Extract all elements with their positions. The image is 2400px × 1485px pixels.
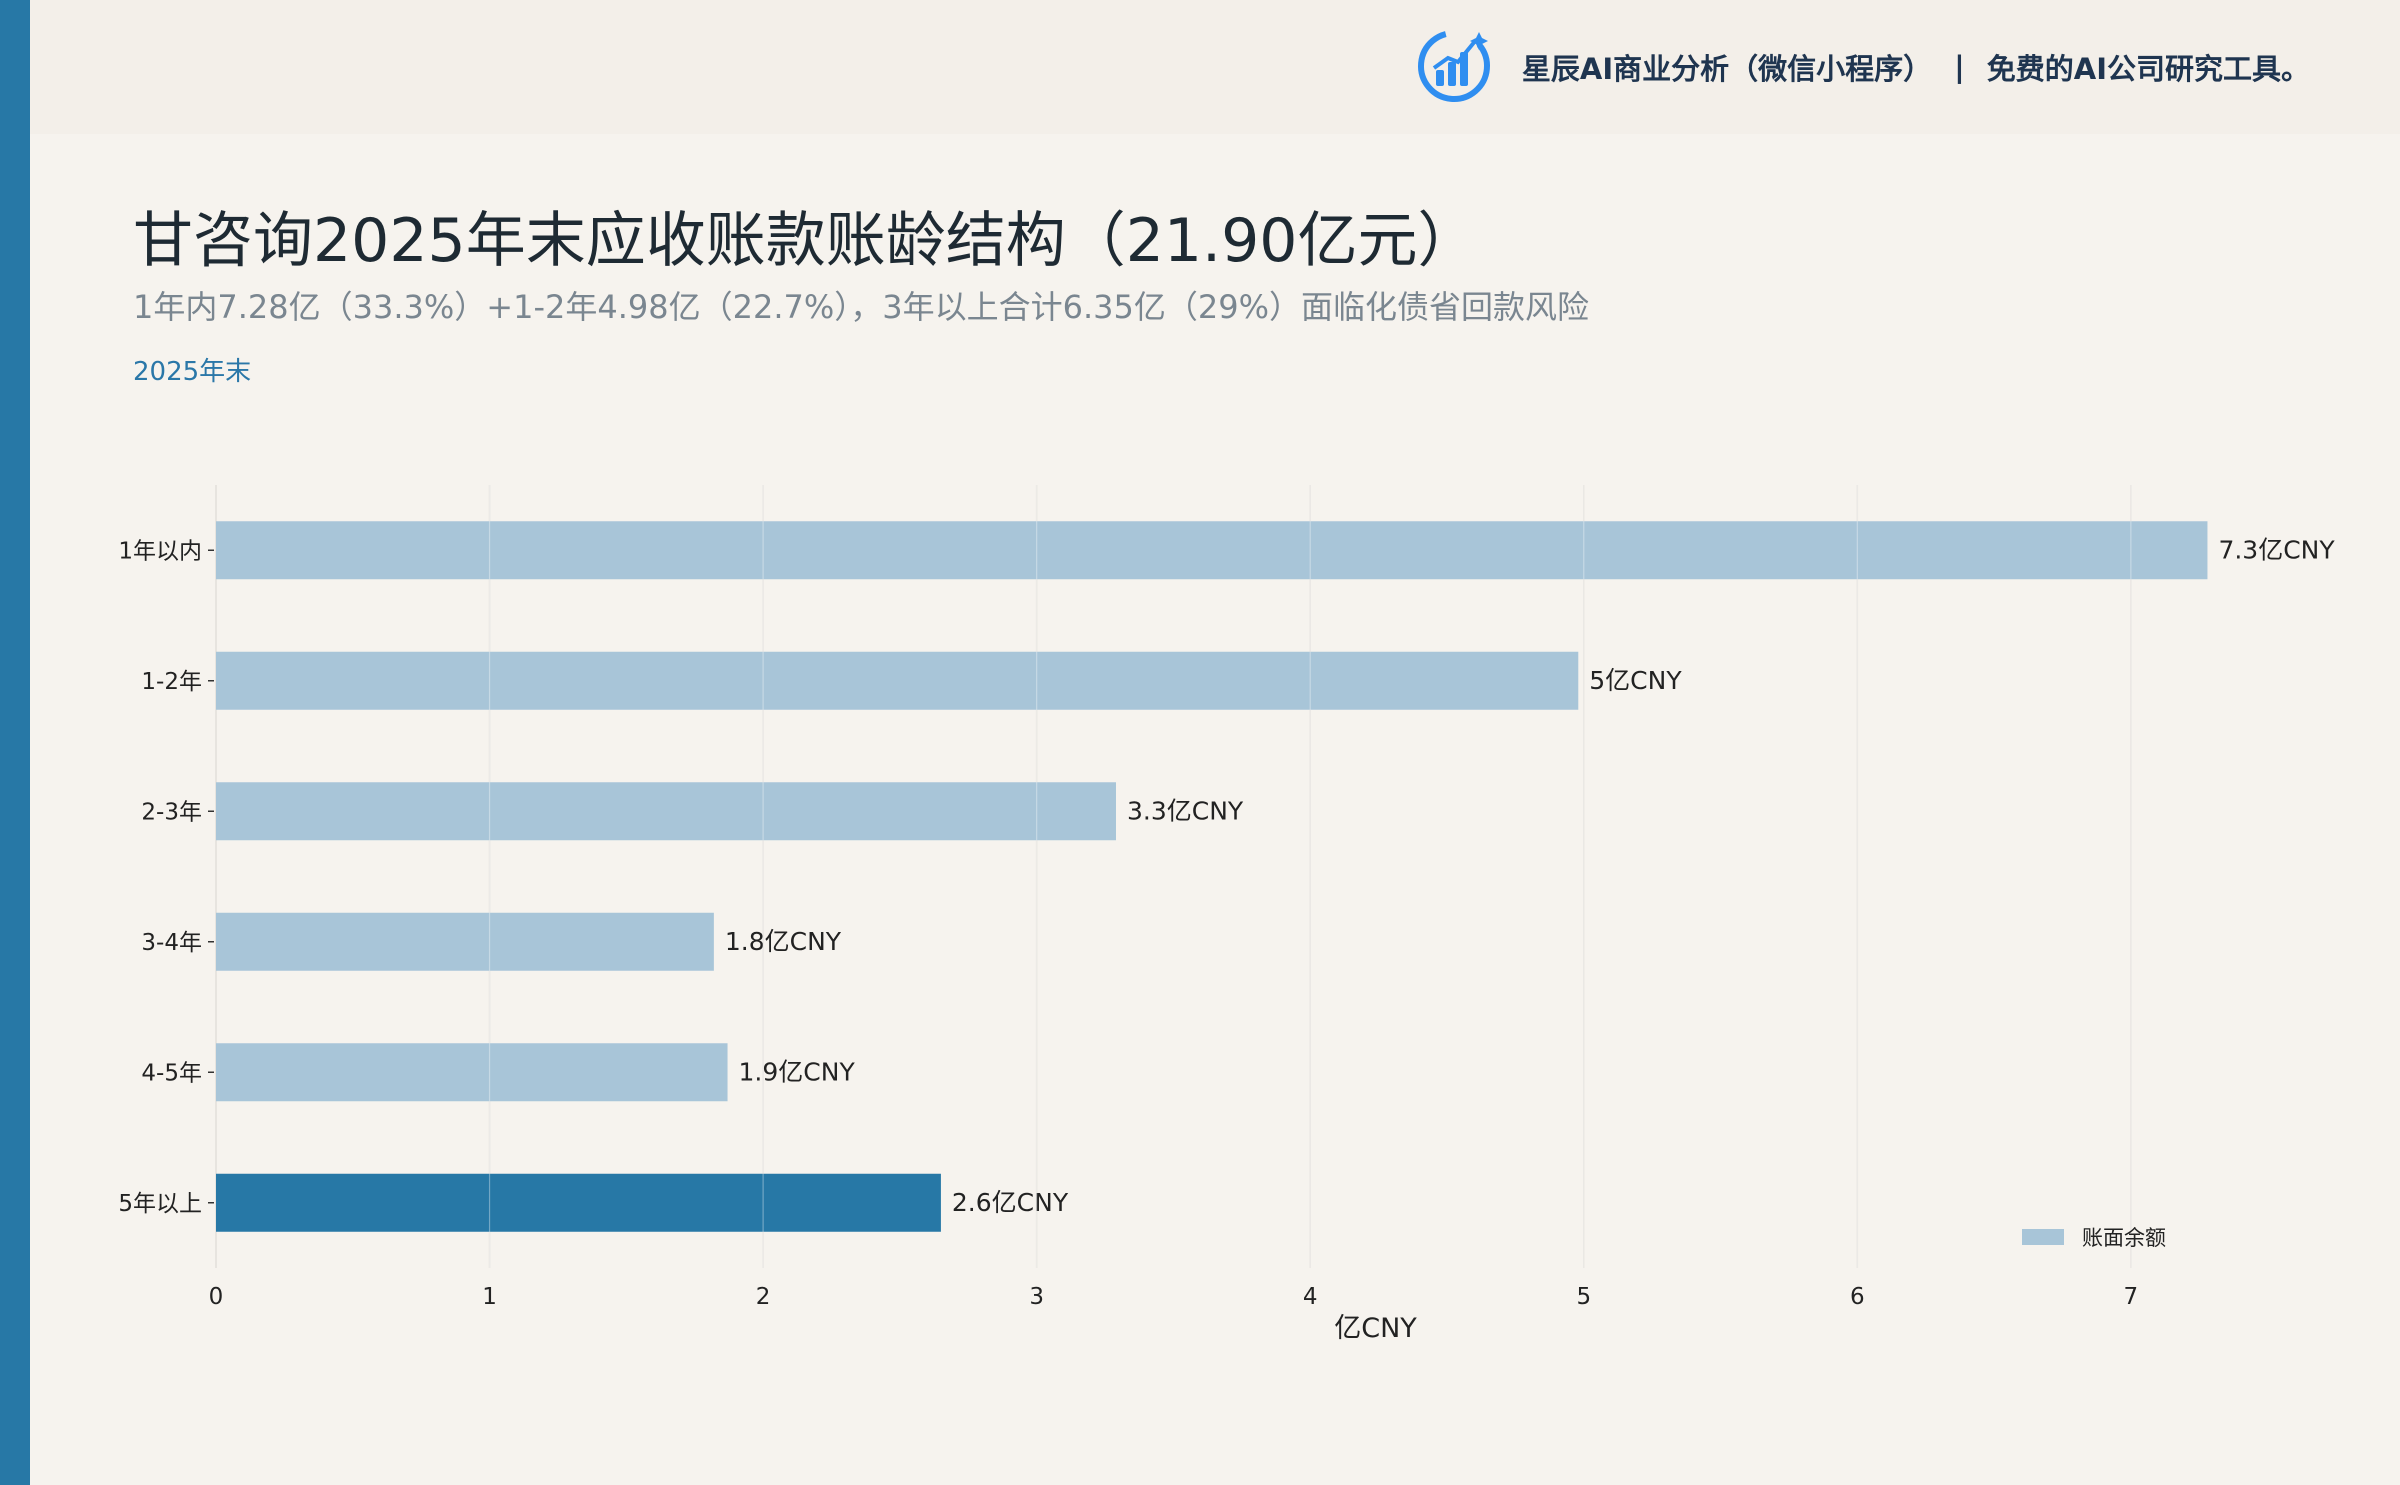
- data-label: 7.3亿CNY: [2218, 535, 2335, 564]
- data-label: 1.8亿CNY: [725, 927, 842, 956]
- y-tick-label: 5年以上: [118, 1191, 202, 1217]
- bar-4: [216, 1043, 728, 1102]
- chart-subtitle: 1年内7.28亿（33.3%）+1-2年4.98亿（22.7%），3年以上合计6…: [133, 288, 1589, 326]
- chart-title: 甘咨询2025年末应收账款账龄结构（21.90亿元）: [133, 206, 1478, 276]
- x-tick-label: 3: [1029, 1284, 1044, 1310]
- brand-tagline: 免费的AI公司研究工具。: [1986, 52, 2310, 86]
- y-tick-label: 2-3年: [141, 799, 202, 825]
- x-tick-label: 6: [1850, 1284, 1865, 1310]
- brand-separator: |: [1954, 50, 1965, 84]
- bar-5: [216, 1173, 941, 1232]
- left-accent-bar: [0, 0, 30, 1485]
- y-tick-label: 1年以内: [118, 538, 202, 564]
- data-label: 2.6亿CNY: [952, 1188, 1069, 1217]
- bar-1: [216, 651, 1579, 710]
- brand-name: 星辰AI商业分析（微信小程序）: [1521, 52, 1933, 86]
- x-tick-label: 1: [482, 1284, 497, 1310]
- brand-block[interactable]: 星辰AI商业分析（微信小程序） | 免费的AI公司研究工具。: [1416, 22, 2310, 112]
- bar-0: [216, 521, 2208, 580]
- data-label: 1.9亿CNY: [739, 1057, 856, 1086]
- x-tick-label: 7: [2124, 1284, 2139, 1310]
- x-axis-title: 亿CNY: [1334, 1313, 1417, 1344]
- x-tick-label: 0: [209, 1284, 224, 1310]
- y-tick-label: 3-4年: [141, 930, 202, 956]
- bar-chart-circle-icon: [1417, 30, 1490, 102]
- x-tick-label: 2: [756, 1284, 771, 1310]
- data-label: 5亿CNY: [1589, 666, 1682, 695]
- period-label: 2025年末: [133, 357, 252, 387]
- x-tick-label: 4: [1303, 1284, 1318, 1310]
- bar-2: [216, 782, 1116, 841]
- top-banner: 星辰AI商业分析（微信小程序） | 免费的AI公司研究工具。: [30, 0, 2400, 134]
- legend-label: 账面余额: [2082, 1226, 2166, 1250]
- bar-3: [216, 912, 714, 971]
- x-tick-label: 5: [1576, 1284, 1591, 1310]
- legend-swatch: [2022, 1229, 2064, 1245]
- data-label: 3.3亿CNY: [1127, 796, 1244, 825]
- y-tick-label: 1-2年: [141, 669, 202, 695]
- y-tick-label: 4-5年: [141, 1060, 202, 1086]
